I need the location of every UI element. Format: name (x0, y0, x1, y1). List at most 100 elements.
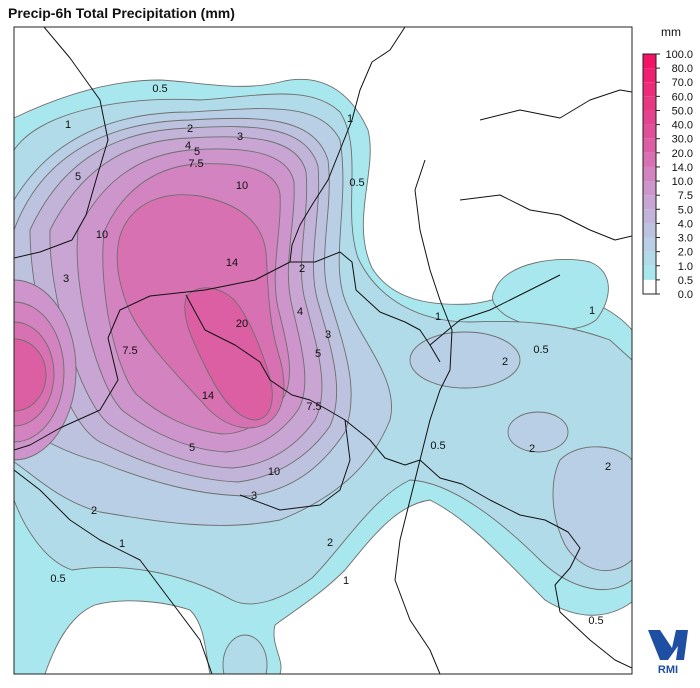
logo: RMI (648, 630, 688, 676)
colorbar-band (643, 68, 656, 83)
colorbar-label: 30.0 (672, 134, 693, 146)
contour-label: 1 (119, 538, 125, 550)
colorbar-label: 0.0 (678, 289, 693, 301)
contour-labels: 0.51 234 57.510510314204357.57.5145103210.… (50, 83, 611, 627)
border (429, 274, 561, 346)
contour-label: 20 (236, 318, 248, 330)
contour-label: 10 (268, 466, 280, 478)
contour-label: 7.5 (306, 401, 321, 413)
border (185, 294, 346, 421)
colorbar-band (643, 181, 656, 196)
colorbar-band (643, 124, 656, 139)
borders (14, 27, 632, 674)
contour-label: 2 (529, 443, 535, 455)
contour-label: 2 (187, 123, 193, 135)
logo-text: RMI (658, 664, 678, 676)
colorbar-band (643, 223, 656, 238)
colorbar-band (643, 54, 656, 69)
precip-area (184, 287, 273, 421)
contour-label: 10 (236, 180, 248, 192)
contour-label: 0.5 (588, 615, 603, 627)
contour-label: 2 (605, 461, 611, 473)
contour-label: 1 (343, 575, 349, 587)
colorbar-label: 14.0 (672, 162, 693, 174)
colorbar-band (643, 82, 656, 97)
title: Precip-6h Total Precipitation (mm) (8, 5, 235, 21)
contour-label: 3 (237, 131, 243, 143)
precip-area (222, 634, 268, 674)
contour-label: 0.5 (430, 440, 445, 452)
colorbar-band (643, 195, 656, 210)
colorbar-frame (642, 53, 657, 295)
contour-label: 5 (75, 171, 81, 183)
colorbar-band (643, 209, 656, 224)
contour-label: 0.5 (533, 344, 548, 356)
colorbar-label: 5.0 (678, 204, 693, 216)
contour-label: 0.5 (349, 177, 364, 189)
colorbar: 0.0 0.5 1.0 2.0 3.0 4.0 5.0 7.5 10.0 14.0 20.0 30.0… (642, 49, 693, 301)
colorbar-label: 60.0 (672, 91, 693, 103)
coastline (14, 469, 213, 674)
colorbar-band (643, 279, 656, 294)
contour-label: 1 (435, 311, 441, 323)
colorbar-label: 1.0 (678, 261, 693, 273)
colorbar-label: 50.0 (672, 105, 693, 117)
colorbar-band (643, 237, 656, 252)
colorbar-label: 3.0 (678, 233, 693, 245)
logo-mark (648, 630, 688, 660)
colorbar-label: 40.0 (672, 120, 693, 132)
contour-label: 4 (297, 306, 303, 318)
colorbar-band (643, 166, 656, 182)
contour-label: 1 (65, 119, 71, 131)
map: 0.51 234 57.510510314204357.57.5145103210.… (14, 27, 632, 674)
colorbar-band (643, 251, 656, 266)
colorbar-label: 80.0 (672, 63, 693, 75)
colorbar-band (643, 110, 656, 125)
colorbar-band (643, 265, 656, 280)
contour-label: 1 (589, 305, 595, 317)
colorbar-label: 100.0 (665, 49, 693, 61)
colorbar-band (643, 96, 656, 111)
colorbar-band (643, 152, 656, 167)
contour-label: 5 (194, 146, 200, 158)
contour-label: 3 (63, 273, 69, 285)
precip-fields (14, 78, 632, 674)
contour-label: 4 (185, 140, 191, 152)
colorbar-label: 20.0 (672, 148, 693, 160)
contour-label: 2 (327, 537, 333, 549)
contour-label: 14 (226, 257, 238, 269)
precip-area (552, 446, 632, 572)
precip-area (507, 411, 569, 453)
contour-label: 3 (251, 490, 257, 502)
precip-area (492, 259, 609, 330)
border (290, 251, 441, 363)
colorbar-label: 7.5 (678, 190, 693, 202)
contour-label: 0.5 (152, 83, 167, 95)
colorbar-label: 2.0 (678, 247, 693, 259)
border (459, 194, 632, 241)
contour-label: 14 (202, 390, 214, 402)
colorbar-band (643, 138, 656, 153)
contour-label: 5 (189, 442, 195, 454)
contour-label: 5 (315, 348, 321, 360)
contour-label: 7.5 (188, 158, 203, 170)
colorbar-label: 70.0 (672, 77, 693, 89)
precip-area (14, 338, 47, 412)
border (479, 89, 632, 121)
contour-label: 2 (502, 356, 508, 368)
border (394, 459, 441, 674)
contour-label: 10 (96, 229, 108, 241)
precip-area (409, 331, 521, 389)
contour-label: 2 (299, 263, 305, 275)
contour-label: 1 (347, 113, 353, 125)
colorbar-label: 0.5 (678, 275, 693, 287)
coastline (14, 27, 109, 259)
colorbar-label: 4.0 (678, 218, 693, 230)
colorbar-unit: mm (661, 25, 681, 39)
border (239, 419, 351, 511)
coastline (289, 27, 406, 263)
border (344, 159, 453, 466)
contour-label: 7.5 (122, 345, 137, 357)
